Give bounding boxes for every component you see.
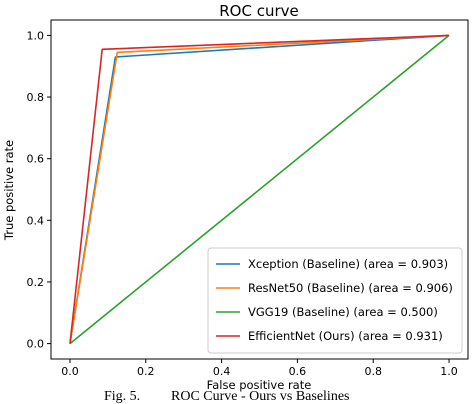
x-tick-label: 0.4 <box>213 365 231 378</box>
series-layer <box>69 34 450 345</box>
series-line-2 <box>69 34 450 345</box>
legend: Xception (Baseline) (area = 0.903) ResNet… <box>207 247 463 354</box>
y-axis-label: True positive rate <box>2 140 16 241</box>
series-line-3 <box>69 34 450 344</box>
figure-caption-label: Fig. 5. <box>104 389 140 404</box>
legend-label-3: EfficientNet (Ours) (area = 0.931) <box>248 329 443 343</box>
x-tick-label: 0.6 <box>289 365 307 378</box>
x-tick-label: 0.0 <box>61 365 79 378</box>
legend-entries: Xception (Baseline) (area = 0.903) ResNet… <box>216 257 453 343</box>
x-axis-label: False positive rate <box>207 378 312 392</box>
y-tick-label: 0.4 <box>27 214 45 227</box>
x-tick-label: 0.2 <box>137 365 155 378</box>
legend-box <box>207 247 463 354</box>
figure-caption-text: ROC Curve - Ours vs Baselines <box>171 389 350 404</box>
plot-frame <box>50 19 469 360</box>
x-tick-label: 0.8 <box>364 365 382 378</box>
y-tick-label: 0.0 <box>27 338 45 351</box>
series-line-1 <box>69 34 450 344</box>
ticks-layer: 0.0 0.2 0.4 0.6 0.8 1.0 0.0 0.2 0.4 0.6 0.8 1.0 <box>27 29 458 378</box>
legend-label-1: ResNet50 (Baseline) (area = 0.906) <box>248 281 453 295</box>
y-tick-label: 0.8 <box>27 91 45 104</box>
y-tick-label: 0.6 <box>27 153 45 166</box>
y-tick-label: 0.2 <box>27 276 45 289</box>
legend-label-0: Xception (Baseline) (area = 0.903) <box>248 257 448 271</box>
chart-title: ROC curve <box>219 2 299 20</box>
legend-label-2: VGG19 (Baseline) (area = 0.500) <box>248 305 438 319</box>
x-tick-label: 1.0 <box>440 365 458 378</box>
y-tick-label: 1.0 <box>27 29 45 42</box>
